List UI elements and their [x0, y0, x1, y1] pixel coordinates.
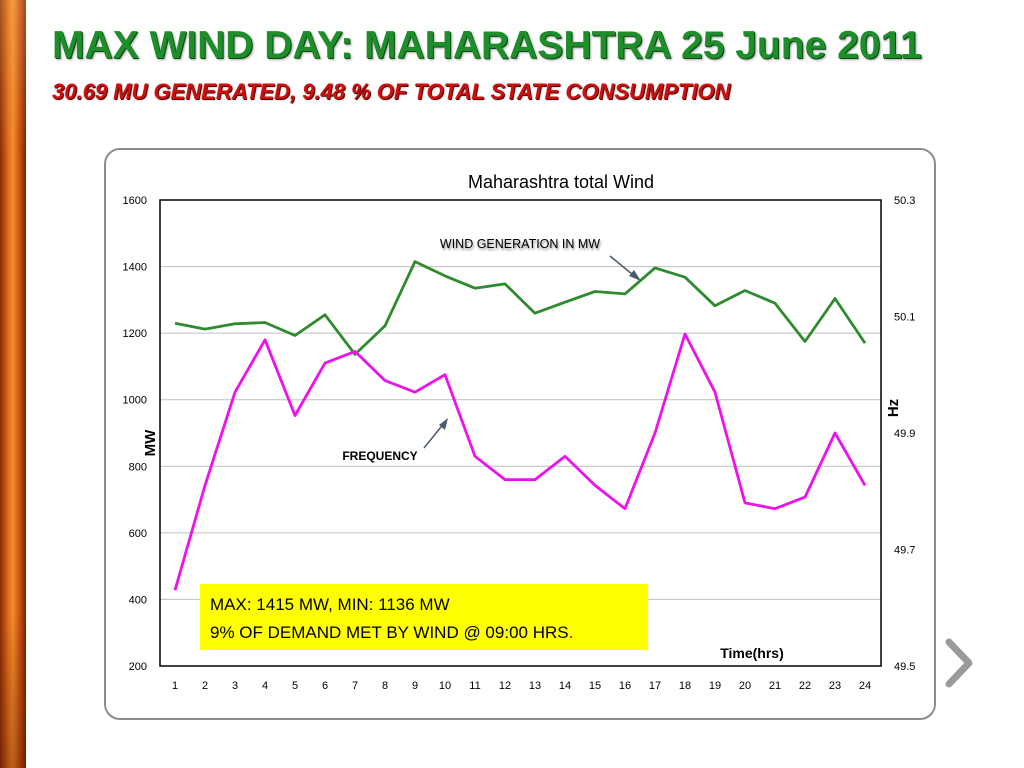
summary-callout: MAX: 1415 MW, MIN: 1136 MW 9% OF DEMAND …: [200, 584, 648, 650]
x-tick-label: 5: [292, 680, 298, 692]
chart-title: Maharashtra total Wind: [468, 172, 654, 192]
x-tick-label: 9: [412, 680, 418, 692]
x-tick-label: 4: [262, 680, 268, 692]
wind-annotation: WIND GENERATION IN MW: [440, 237, 641, 281]
wind-annotation-arrowhead: [629, 270, 641, 281]
slide-title: MAX WIND DAY: MAHARASHTRA 25 June 2011: [52, 24, 922, 67]
left-axis-ticks: 200 400 600 800 1000 1200 1400 1600: [123, 195, 147, 673]
frequency-annotation: FREQUENCY: [342, 418, 448, 463]
frequency-line: [173, 332, 867, 591]
x-tick-label: 7: [352, 680, 358, 692]
right-tick-label: 49.9: [894, 428, 915, 440]
series-lines: [173, 260, 867, 591]
left-tick-label: 1000: [123, 395, 147, 407]
x-tick-label: 20: [739, 680, 751, 692]
x-tick-label: 18: [679, 680, 691, 692]
x-axis-ticks: 1 2 3 4 5 6 7 8 9 10 11 12 13 14 15 16 17 18 19 20 21 22 23 24: [172, 680, 871, 692]
x-tick-label: 6: [322, 680, 328, 692]
x-tick-label: 24: [859, 680, 871, 692]
x-tick-label: 12: [499, 680, 511, 692]
x-tick-label: 21: [769, 680, 781, 692]
left-tick-label: 200: [129, 661, 147, 673]
x-tick-label: 8: [382, 680, 388, 692]
wind-generation-line: [174, 260, 867, 356]
wind-annotation-label: WIND GENERATION IN MW: [440, 237, 600, 251]
x-tick-label: 23: [829, 680, 841, 692]
left-tick-label: 800: [129, 461, 147, 473]
callout-line1: MAX: 1415 MW, MIN: 1136 MW: [210, 595, 450, 614]
x-tick-label: 11: [469, 680, 480, 692]
callout-box: [200, 584, 648, 650]
left-tick-label: 1600: [123, 195, 147, 207]
x-tick-label: 17: [649, 680, 661, 692]
y2-axis-label: Hz: [885, 399, 902, 417]
callout-line2: 9% OF DEMAND MET BY WIND @ 09:00 HRS: [210, 623, 569, 642]
next-slide-chevron-icon[interactable]: [941, 636, 977, 690]
right-tick-label: 50.1: [894, 312, 915, 324]
x-tick-label: 13: [529, 680, 541, 692]
x-tick-label: 19: [709, 680, 721, 692]
frequency-annotation-label: FREQUENCY: [342, 449, 417, 463]
right-tick-label: 49.7: [894, 545, 915, 557]
left-tick-label: 400: [129, 594, 147, 606]
x-axis-label: Time(hrs): [720, 645, 784, 661]
plot-area-border: [159, 199, 882, 667]
x-tick-label: 3: [232, 680, 238, 692]
right-tick-label: 49.5: [894, 661, 915, 673]
x-tick-label: 14: [559, 680, 571, 692]
frequency-annotation-arrowhead: [439, 418, 448, 430]
decorative-left-bar: [0, 0, 26, 768]
x-tick-label: 1: [172, 680, 178, 692]
x-tick-label: 10: [439, 680, 451, 692]
x-tick-label: 16: [619, 680, 631, 692]
y-axis-label: MW: [142, 429, 159, 456]
callout-line2-wrap: 9% OF DEMAND MET BY WIND @ 09:00 HRS.: [210, 623, 573, 642]
right-axis-ticks: 49.5 49.7 49.9 50.1 50.3: [894, 195, 915, 673]
left-tick-label: 600: [129, 528, 147, 540]
x-tick-label: 22: [799, 680, 811, 692]
callout-line2-suffix: .: [569, 623, 574, 642]
right-tick-label: 50.3: [894, 195, 915, 207]
left-tick-label: 1400: [123, 262, 147, 274]
x-tick-label: 2: [202, 680, 208, 692]
slide-subtitle: 30.69 MU GENERATED, 9.48 % OF TOTAL STAT…: [52, 79, 731, 104]
gridlines: [160, 266, 881, 600]
left-tick-label: 1200: [123, 328, 147, 340]
x-tick-label: 15: [589, 680, 601, 692]
